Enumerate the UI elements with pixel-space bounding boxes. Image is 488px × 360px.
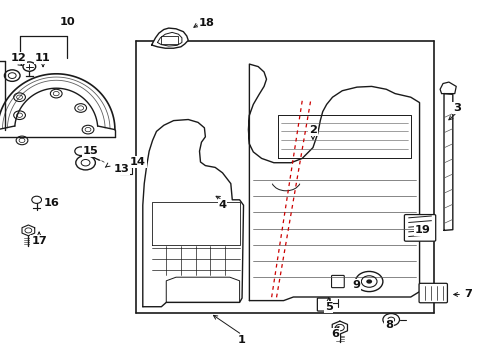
FancyBboxPatch shape [317,298,329,311]
FancyBboxPatch shape [331,275,344,288]
Text: 10: 10 [60,17,75,27]
FancyBboxPatch shape [418,283,447,303]
Circle shape [366,279,371,284]
Text: 15: 15 [82,146,98,156]
Text: 11: 11 [35,53,51,63]
Polygon shape [142,120,243,307]
Text: 4: 4 [218,200,226,210]
Text: 13: 13 [113,164,129,174]
Text: 19: 19 [414,225,430,235]
Text: 7: 7 [464,289,471,300]
Text: 1: 1 [238,335,245,345]
Polygon shape [248,64,419,301]
FancyBboxPatch shape [120,167,131,174]
Polygon shape [151,28,188,48]
Text: 6: 6 [330,329,338,339]
Text: 2: 2 [308,125,316,135]
Text: 9: 9 [351,280,359,290]
Polygon shape [439,82,455,94]
Text: 12: 12 [11,53,26,63]
Text: 18: 18 [198,18,214,28]
Text: 3: 3 [452,103,460,113]
Polygon shape [331,321,347,334]
FancyBboxPatch shape [404,215,435,241]
Polygon shape [443,94,452,230]
Text: 8: 8 [384,320,392,330]
Text: 16: 16 [43,198,59,208]
Text: 17: 17 [31,236,47,246]
Polygon shape [22,225,35,236]
Text: 5: 5 [324,302,332,312]
Text: 14: 14 [130,157,145,167]
